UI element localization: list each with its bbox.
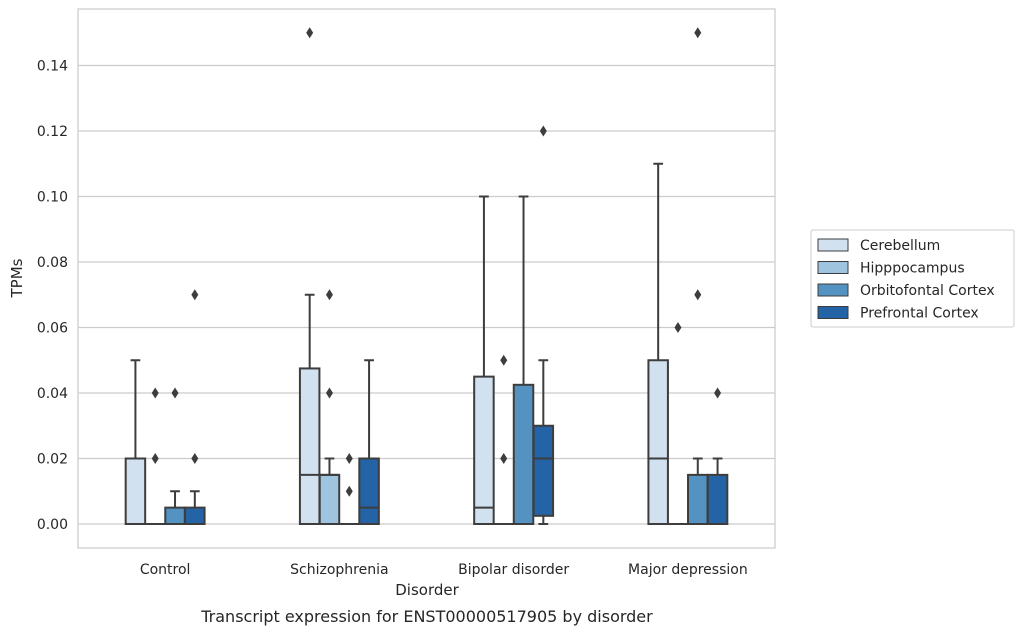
legend-label: Orbitofontal Cortex: [860, 283, 995, 299]
chart-caption: Transcript expression for ENST0000051790…: [200, 607, 653, 626]
box-mark: [358, 359, 380, 525]
box-mark: [124, 359, 147, 525]
box-body: [124, 457, 147, 525]
outlier-point: [151, 453, 159, 464]
grid-lines: [78, 64, 775, 525]
outlier-point: [345, 485, 353, 497]
outlier-point: [345, 453, 353, 464]
legend-label: Cerebellum: [860, 238, 940, 254]
outlier-point: [191, 289, 199, 301]
box-body: [318, 473, 341, 525]
legend-item: Prefrontal Cortex: [817, 306, 979, 322]
box-body: [473, 375, 495, 525]
x-tick-label: Major depression: [628, 562, 748, 578]
box-mark: [298, 27, 321, 525]
outlier-point: [171, 387, 179, 399]
outlier-point: [500, 453, 508, 464]
x-tick-labels: Control Schizophrenia Bipolar disorder Majo…: [140, 562, 748, 578]
box-mark: [647, 162, 669, 525]
legend: Cerebellum Hipppocampus Orbitofontal Corte…: [810, 229, 1015, 328]
box-body: [706, 473, 729, 525]
box-mark: [184, 289, 206, 525]
outlier-point: [694, 289, 702, 301]
outlier-point: [674, 322, 682, 333]
outlier-point: [325, 289, 333, 301]
series-hipppocampus: [145, 289, 688, 525]
x-tick-label: Bipolar disorder: [458, 562, 569, 578]
box-mark: [493, 354, 514, 525]
box-mark: [532, 125, 555, 525]
box-body: [298, 367, 321, 525]
y-tick-label: 0.08: [37, 255, 68, 271]
box-mark: [339, 453, 360, 525]
outlier-point: [539, 125, 547, 137]
outlier-point: [306, 27, 314, 39]
y-tick-labels: 0.00 0.02 0.04 0.06 0.08 0.10 0.12 0.14: [37, 59, 68, 534]
y-tick-label: 0.10: [37, 190, 68, 206]
box-body: [647, 359, 669, 525]
outlier-point: [325, 387, 333, 399]
y-tick-label: 0.06: [37, 321, 68, 337]
outlier-point: [151, 387, 159, 399]
y-tick-label: 0.02: [37, 452, 68, 468]
y-tick-label: 0.12: [37, 124, 68, 140]
box-body: [512, 383, 535, 525]
legend-swatch: [817, 306, 849, 319]
legend-item: Cerebellum: [817, 238, 940, 254]
legend-frame: [810, 229, 1015, 328]
box-mark: [145, 387, 165, 525]
legend-swatch: [817, 238, 849, 252]
box-body: [687, 473, 709, 525]
legend-label: Prefrontal Cortex: [860, 306, 979, 322]
outlier-point: [191, 453, 199, 464]
outlier-point: [714, 387, 722, 399]
y-tick-label: 0.04: [37, 386, 68, 402]
box-mark: [473, 195, 495, 525]
outlier-point: [694, 27, 702, 39]
box-body: [532, 424, 555, 517]
box-body: [358, 457, 380, 525]
x-axis-label: Disorder: [395, 581, 459, 599]
outlier-point: [500, 354, 508, 366]
y-axis-label: TPMs: [8, 258, 26, 298]
legend-label: Hipppocampus: [860, 261, 965, 277]
box-mark: [687, 27, 709, 525]
legend-item: Orbitofontal Cortex: [817, 283, 995, 299]
x-tick-label: Schizophrenia: [290, 562, 388, 578]
box-body: [164, 506, 186, 525]
series-prefrontal-cortex: [184, 125, 729, 525]
box-series: [124, 27, 729, 525]
legend-swatch: [817, 261, 849, 274]
y-tick-label: 0.00: [37, 517, 68, 533]
box-mark: [706, 387, 729, 525]
plot-frame: [77, 8, 776, 549]
box-body: [184, 506, 206, 525]
box-mark: [512, 195, 535, 525]
series-cerebellum: [124, 27, 669, 525]
x-tick-label: Control: [140, 562, 191, 578]
legend-swatch: [817, 283, 849, 297]
box-mark: [668, 322, 688, 525]
box-mark: [318, 289, 341, 525]
legend-item: Hipppocampus: [817, 261, 965, 277]
box-mark: [164, 387, 186, 525]
series-orbitofontal-cortex: [164, 27, 709, 525]
y-tick-label: 0.14: [37, 59, 68, 75]
